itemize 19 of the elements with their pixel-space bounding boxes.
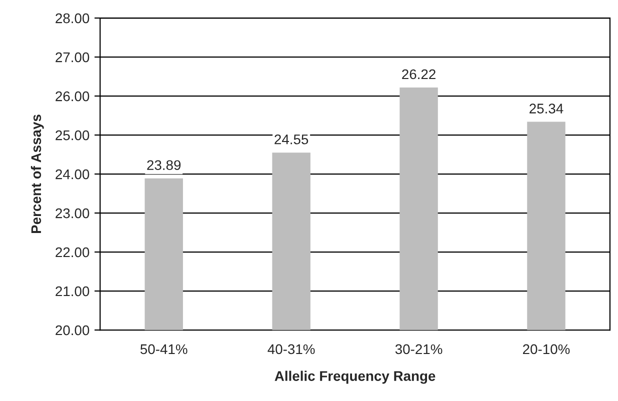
y-tick-label: 27.00 [56, 52, 90, 62]
x-tick-label: 30-21% [395, 344, 442, 354]
y-tick-label: 28.00 [56, 13, 90, 24]
x-tick-label: 40-31% [268, 344, 315, 354]
y-tick-label: 21.00 [56, 286, 90, 296]
y-tick-label: 25.00 [56, 130, 90, 140]
y-tick-label: 24.00 [56, 169, 90, 180]
x-tick-label: 50-41% [140, 344, 188, 354]
data-label: 26.22 [402, 69, 436, 80]
data-label: 23.89 [147, 160, 181, 170]
data-label: 25.34 [530, 104, 564, 114]
data-label: 24.55 [274, 134, 308, 144]
y-tick-label: 23.00 [56, 208, 90, 218]
y-tick-label: 26.00 [56, 91, 90, 102]
y-axis-title: Percent of Assays [30, 114, 44, 234]
y-tick-label: 22.00 [56, 247, 90, 258]
y-tick-label: 20.00 [56, 325, 90, 336]
x-axis-title: Allelic Frequency Range [274, 370, 436, 384]
x-tick-label: 20-10% [523, 344, 570, 354]
